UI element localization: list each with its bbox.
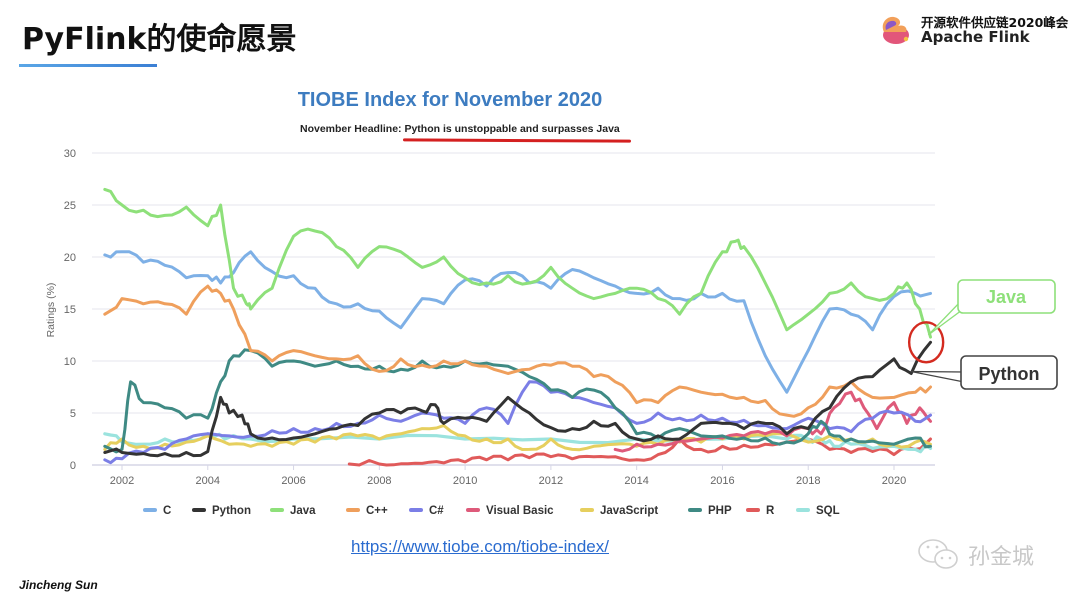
legend-swatch: [143, 508, 157, 512]
series-line-javascript: [103, 424, 932, 452]
legend-label: SQL: [816, 505, 840, 517]
legend: C Python Java C++ C# Visual Basic JavaScript PH…: [143, 505, 840, 517]
legend-swatch: [466, 508, 480, 512]
series-line-python: [103, 340, 932, 458]
y-tick-label: 30: [64, 148, 76, 160]
y-tick-label: 5: [70, 408, 76, 420]
y-tick-label: 10: [64, 356, 76, 368]
x-tick-label: 2020: [882, 475, 906, 487]
series-lines: [103, 187, 933, 467]
legend-label: C: [163, 505, 171, 517]
python-callout: Python: [911, 355, 1058, 390]
tiobe-index-link[interactable]: https://www.tiobe.com/tiobe-index/: [351, 537, 609, 556]
legend-swatch: [796, 508, 810, 512]
x-tick-label: 2014: [624, 475, 648, 487]
legend-label: C++: [366, 505, 388, 517]
brand-project-name: Apache Flink: [921, 28, 1030, 46]
legend-item[interactable]: SQL: [796, 505, 840, 517]
y-tick-label: 25: [64, 200, 76, 212]
legend-swatch: [192, 508, 206, 512]
series-line-php: [103, 348, 932, 454]
chart-subtitle: November Headline: Python is unstoppable…: [300, 123, 620, 135]
x-tick-label: 2016: [710, 475, 734, 487]
wechat-icon: [918, 539, 958, 569]
x-tick-label: 2010: [453, 475, 477, 487]
legend-swatch: [746, 508, 760, 512]
legend-label: Java: [290, 505, 316, 517]
legend-item[interactable]: R: [746, 505, 775, 517]
annotations: Java Python: [907, 279, 1058, 390]
x-tick-label: 2012: [539, 475, 563, 487]
legend-swatch: [270, 508, 284, 512]
author-name: Jincheng Sun: [19, 578, 98, 592]
wechat-watermark: 孙金城: [916, 537, 1056, 573]
series-line-java: [103, 187, 932, 339]
series-line-c-: [103, 380, 932, 465]
x-tick-label: 2002: [110, 475, 134, 487]
legend-swatch: [688, 508, 702, 512]
python-callout-box: [960, 355, 1058, 390]
legend-item[interactable]: Visual Basic: [466, 505, 554, 517]
chart-subtitle-prefix: November Headline:: [300, 123, 405, 135]
legend-item[interactable]: C#: [409, 505, 444, 517]
x-tick-label: 2004: [196, 475, 220, 487]
x-tick-label: 2008: [367, 475, 391, 487]
legend-swatch: [409, 508, 423, 512]
grid-lines: [92, 152, 935, 466]
legend-swatch: [346, 508, 360, 512]
y-tick-labels: 0 5 10 15 20 25 30: [64, 148, 76, 472]
y-tick-label: 15: [64, 304, 76, 316]
java-callout: Java: [927, 279, 1056, 336]
brand-header: 开源软件供应链2020峰会 Apache Flink: [878, 10, 1068, 50]
x-tick-label: 2018: [796, 475, 820, 487]
python-callout-label: Python: [979, 364, 1040, 384]
x-tick-labels: 2002 2004 2006 2008 2010 2012 2014 2016 2018 2020: [110, 465, 906, 487]
java-callout-box: [957, 279, 1056, 314]
highlight-circle: [907, 321, 945, 364]
series-line-r: [347, 437, 932, 467]
series-line-c-: [103, 284, 932, 418]
legend-item[interactable]: C++: [346, 505, 388, 517]
legend-item[interactable]: Java: [270, 505, 316, 517]
x-tick-label: 2006: [281, 475, 305, 487]
legend-item[interactable]: JavaScript: [580, 505, 658, 517]
legend-label: R: [766, 505, 775, 517]
brand-summit-name: 开源软件供应链2020峰会: [921, 15, 1069, 30]
java-callout-label: Java: [986, 287, 1027, 307]
legend-item[interactable]: C: [143, 505, 171, 517]
legend-label: Visual Basic: [486, 505, 554, 517]
y-axis-label: Ratings (%): [45, 283, 57, 338]
y-tick-label: 20: [64, 252, 76, 264]
legend-swatch: [580, 508, 594, 512]
legend-label: JavaScript: [600, 505, 658, 517]
chart-subtitle-headline: Python is unstoppable and surpasses Java: [404, 123, 620, 135]
title-underline: [19, 64, 157, 67]
watermark-text: 孙金城: [968, 545, 1035, 570]
legend-item[interactable]: Python: [192, 505, 251, 517]
series-line-c: [103, 250, 932, 394]
legend-item[interactable]: PHP: [688, 505, 732, 517]
legend-label: C#: [429, 505, 444, 517]
legend-label: Python: [212, 505, 251, 517]
slide-title: PyFlink的使命愿景: [22, 22, 297, 57]
chart-title: TIOBE Index for November 2020: [297, 89, 603, 111]
flink-squirrel-logo-icon: [882, 16, 909, 44]
y-tick-label: 0: [70, 460, 76, 472]
legend-label: PHP: [708, 505, 732, 517]
